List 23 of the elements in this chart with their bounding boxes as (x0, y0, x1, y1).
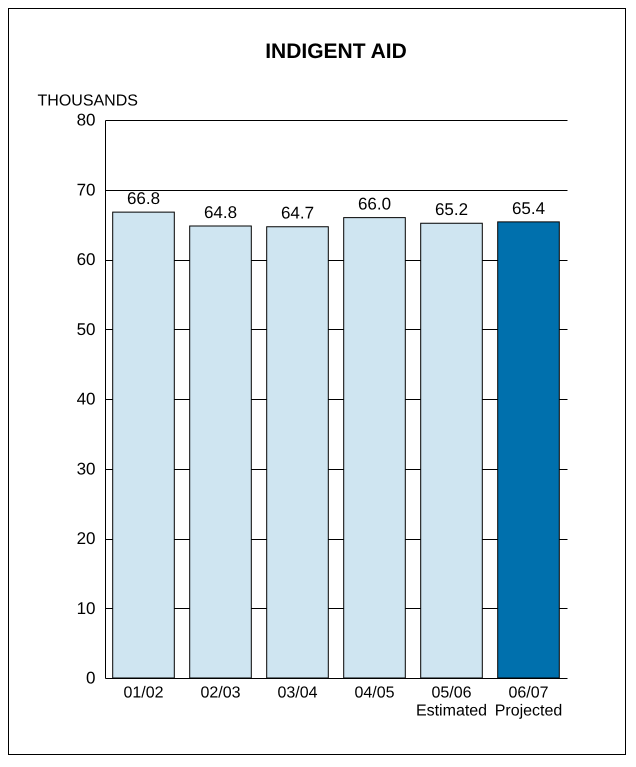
y-tick-label: 40 (76, 390, 96, 408)
y-tick-label: 20 (76, 529, 96, 548)
y-axis-title: THOUSANDS (38, 92, 138, 110)
data-label: 64.8 (204, 203, 238, 222)
x-tick-label: 01/02 (123, 684, 164, 702)
x-tick-label: 05/06 Estimated (416, 684, 488, 720)
y-tick-label: 70 (76, 180, 96, 200)
data-label: 64.7 (280, 204, 314, 223)
x-tick-label: 06/07 Projected (494, 684, 562, 720)
data-label: 66.8 (126, 189, 160, 208)
y-tick-label: 50 (76, 320, 96, 339)
x-tick-label: 03/04 (277, 684, 318, 702)
data-label: 66.0 (358, 194, 392, 214)
y-tick-label: 0 (86, 668, 96, 688)
data-label: 65.2 (434, 200, 468, 220)
y-tick-label: 80 (76, 110, 96, 130)
x-tick-label: 02/03 (200, 684, 241, 702)
x-tick-label: 04/05 (354, 684, 395, 702)
chart-title: INDIGENT AID (265, 40, 407, 63)
data-label: 65.4 (512, 198, 546, 218)
y-tick-label: 10 (76, 598, 96, 618)
y-tick-label: 30 (76, 459, 96, 478)
y-tick-label: 60 (76, 250, 96, 269)
